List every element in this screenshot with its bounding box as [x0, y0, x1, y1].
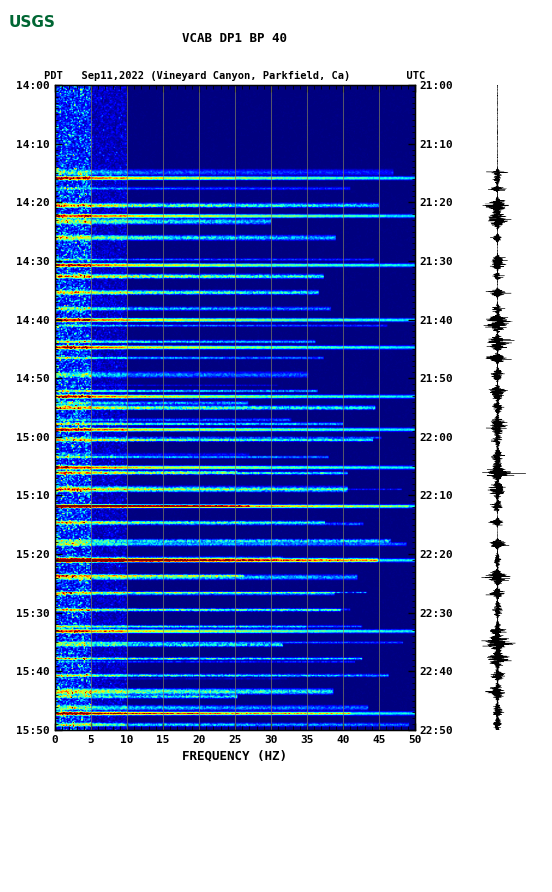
Text: PDT   Sep11,2022 (Vineyard Canyon, Parkfield, Ca)         UTC: PDT Sep11,2022 (Vineyard Canyon, Parkfie… — [44, 70, 426, 80]
X-axis label: FREQUENCY (HZ): FREQUENCY (HZ) — [183, 749, 288, 762]
Text: VCAB DP1 BP 40: VCAB DP1 BP 40 — [183, 32, 288, 45]
Text: USGS: USGS — [9, 15, 56, 29]
